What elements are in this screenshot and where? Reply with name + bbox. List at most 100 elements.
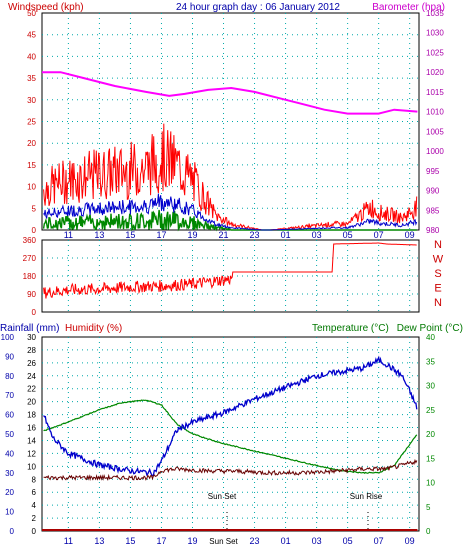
wind-xtick-3: 17 xyxy=(156,230,166,240)
temperature-axis-title: Temperature (°C) xyxy=(312,323,389,334)
dir-compass-2: S xyxy=(434,268,441,280)
temp-ytick-8: 40 xyxy=(426,333,435,342)
baro-ytick-5: 1005 xyxy=(426,127,444,136)
baro-ytick-1: 985 xyxy=(426,206,440,215)
baro-ytick-9: 1025 xyxy=(426,48,444,57)
temp-ytick-4: 20 xyxy=(426,430,435,439)
hum-xtick-10: 07 xyxy=(374,536,384,546)
rain-ytick-13: 26 xyxy=(27,359,36,368)
dir-compass-1: W xyxy=(433,254,444,266)
hum-xtick-6: 23 xyxy=(250,536,260,546)
wind-ytick-6: 30 xyxy=(27,96,36,105)
rain-ytick-14: 28 xyxy=(27,346,36,355)
wind-xtick-7: 01 xyxy=(281,230,291,240)
humidity-ytick-9: 90 xyxy=(5,352,14,361)
grid-layer xyxy=(42,13,419,531)
wind-ytick-5: 25 xyxy=(27,118,36,127)
hum-xtick-11: 09 xyxy=(405,536,415,546)
wind-xtick-8: 03 xyxy=(312,230,322,240)
dewpoint-line xyxy=(43,458,418,482)
axes-layer: 11 13 15 17 19 21 23 01 03 05 07 090510152025303540… xyxy=(1,9,445,546)
humidity-ytick-7: 70 xyxy=(5,391,14,400)
rain-ytick-0: 0 xyxy=(32,527,37,536)
baro-ytick-10: 1030 xyxy=(426,29,444,38)
humidity-ytick-4: 40 xyxy=(5,449,14,458)
series-layer xyxy=(42,71,418,531)
rain-ytick-7: 14 xyxy=(27,436,36,445)
humidity-ytick-5: 50 xyxy=(5,430,14,439)
windspeed-axis-title: Windspeed (kph) xyxy=(8,2,84,13)
dir-compass-0: N xyxy=(434,239,442,251)
humidity-ytick-3: 30 xyxy=(5,469,14,478)
rain-ytick-2: 4 xyxy=(32,501,37,510)
wind-xtick-11: 09 xyxy=(405,230,415,240)
hum-xtick-0: 11 xyxy=(64,536,73,546)
wind-xtick-4: 19 xyxy=(187,230,197,240)
rain-ytick-9: 18 xyxy=(27,411,36,420)
humidity-ytick-2: 20 xyxy=(5,488,14,497)
dir-ytick-3: 270 xyxy=(23,254,37,263)
baro-ytick-7: 1015 xyxy=(426,88,444,97)
wind-ytick-10: 50 xyxy=(27,9,36,18)
humidity-line xyxy=(43,355,418,477)
baro-ytick-2: 990 xyxy=(426,187,440,196)
rain-ytick-5: 10 xyxy=(27,462,36,471)
dir-ytick-2: 180 xyxy=(23,272,37,281)
wind-ytick-2: 10 xyxy=(27,183,36,192)
baro-ytick-8: 1020 xyxy=(426,68,444,77)
wind-xtick-2: 15 xyxy=(125,230,135,240)
dewpoint-axis-title: Dew Point (°C) xyxy=(397,323,463,334)
hum-xtick-9: 05 xyxy=(343,536,353,546)
baro-ytick-0: 980 xyxy=(426,226,440,235)
dir-compass-3: E xyxy=(434,283,441,295)
dir-ytick-1: 90 xyxy=(27,290,36,299)
direction-line xyxy=(43,242,417,299)
humidity-ytick-8: 80 xyxy=(5,372,14,381)
humidity-ytick-6: 60 xyxy=(5,411,14,420)
humidity-axis-title: Humidity (%) xyxy=(65,323,122,334)
temp-ytick-7: 35 xyxy=(426,357,435,366)
hum-xtick-5: Sun Set xyxy=(209,537,238,546)
temp-ytick-2: 10 xyxy=(426,479,435,488)
temperature-line xyxy=(43,399,418,474)
wind-ytick-8: 40 xyxy=(27,52,36,61)
humidity-ytick-10: 100 xyxy=(1,333,15,342)
wind-xtick-5: 21 xyxy=(219,230,229,240)
hum-xtick-1: 13 xyxy=(94,536,104,546)
temp-ytick-6: 30 xyxy=(426,382,435,391)
rain-ytick-3: 6 xyxy=(32,488,37,497)
wind-mean-line xyxy=(43,193,418,231)
wind-ytick-3: 15 xyxy=(27,161,36,170)
baro-ytick-3: 995 xyxy=(426,167,440,176)
wind-ytick-9: 45 xyxy=(27,31,36,40)
rain-ytick-8: 16 xyxy=(27,424,36,433)
wind-xtick-10: 07 xyxy=(374,230,384,240)
barometer-line xyxy=(42,71,418,115)
temp-ytick-5: 25 xyxy=(426,406,435,415)
wind-xtick-6: 23 xyxy=(250,230,260,240)
baro-ytick-11: 1035 xyxy=(426,9,444,18)
dir-ytick-4: 360 xyxy=(23,236,37,245)
dir-compass-4: N xyxy=(434,297,442,309)
rain-ytick-10: 20 xyxy=(27,398,36,407)
humidity-ytick-0: 0 xyxy=(10,527,15,536)
sunrise-label: Sun Rise xyxy=(350,492,383,501)
rain-ytick-15: 30 xyxy=(27,333,36,342)
hum-xtick-4: 19 xyxy=(187,536,197,546)
rain-ytick-12: 24 xyxy=(27,372,36,381)
baro-ytick-6: 1010 xyxy=(426,108,444,117)
sunset-label: Sun Set xyxy=(208,492,237,501)
temp-ytick-3: 15 xyxy=(426,454,435,463)
barometer-axis-title: Barometer (hpa) xyxy=(372,2,445,13)
wind-gust-line xyxy=(43,123,418,231)
hum-xtick-8: 03 xyxy=(312,536,322,546)
dir-ytick-0: 0 xyxy=(32,308,37,317)
temp-ytick-1: 5 xyxy=(426,503,431,512)
temp-ytick-0: 0 xyxy=(426,527,431,536)
wind-ytick-1: 5 xyxy=(32,204,37,213)
rain-ytick-11: 22 xyxy=(27,385,36,394)
baro-ytick-4: 1000 xyxy=(426,147,444,156)
rain-ytick-1: 2 xyxy=(32,514,37,523)
wind-low-line xyxy=(42,209,417,232)
